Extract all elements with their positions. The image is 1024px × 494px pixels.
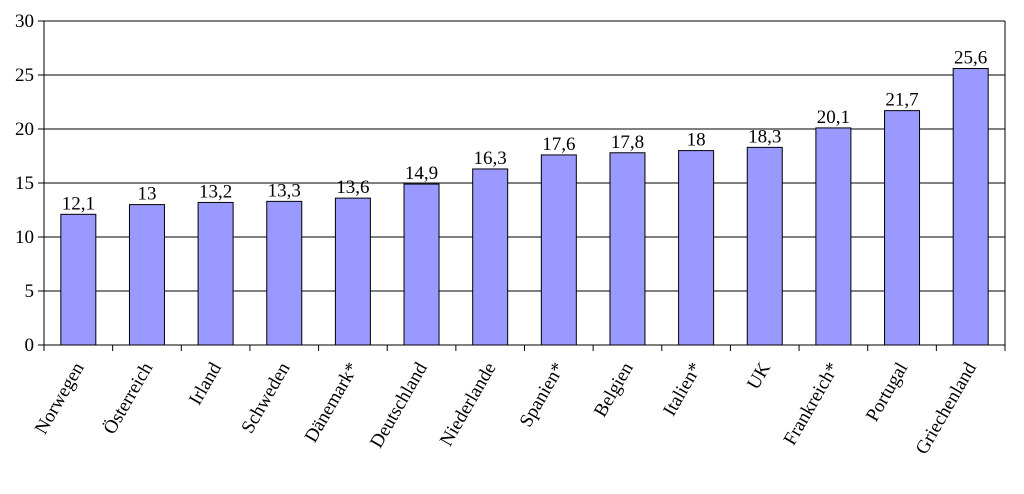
data-label: 13,2 <box>199 181 232 202</box>
data-label: 13,6 <box>336 177 369 198</box>
x-tick-label: Norwegen <box>31 359 89 438</box>
x-tick-label: Spanien* <box>516 359 570 431</box>
bar <box>746 146 783 346</box>
data-label: 14,9 <box>405 163 438 184</box>
x-tick-label: Frankreich* <box>780 359 844 449</box>
x-tick-label: Niederlande <box>436 359 501 450</box>
y-tick-label: 15 <box>15 173 34 194</box>
bar <box>609 152 646 346</box>
bar <box>128 204 165 346</box>
data-labels: 12,1 13 13,2 13,3 13,6 14,9 16,3 17,6 17,8 18 18,3… <box>62 48 988 215</box>
data-label: 18,3 <box>748 126 781 147</box>
x-tick-label: Deutschland <box>366 359 432 452</box>
x-tick-label: Österreich <box>100 359 158 438</box>
x-tick-label: Dänemark* <box>301 359 364 446</box>
data-label: 12,1 <box>62 193 95 214</box>
x-axis: Norwegen Österreich Irland Schweden Dänemark… <box>31 344 1006 459</box>
bar <box>678 150 715 346</box>
data-label: 21,7 <box>885 90 918 111</box>
bar <box>952 68 989 346</box>
bar <box>197 201 234 346</box>
y-tick-label: 25 <box>15 65 34 86</box>
data-label: 16,3 <box>474 148 507 169</box>
bar <box>334 197 371 346</box>
gridlines <box>44 20 1005 292</box>
y-tick-label: 20 <box>15 119 34 140</box>
data-label: 20,1 <box>817 107 850 128</box>
x-tick-label: Portugal <box>862 359 912 425</box>
data-label: 25,6 <box>954 48 987 69</box>
bar <box>266 200 303 346</box>
bar <box>472 168 509 346</box>
bar <box>884 110 921 346</box>
data-label: 13 <box>137 184 156 205</box>
data-label: 17,6 <box>542 134 575 155</box>
y-tick-label: 5 <box>25 281 35 302</box>
data-label: 17,8 <box>611 132 644 153</box>
bars <box>60 68 989 346</box>
x-tick-label: Schweden <box>237 359 294 438</box>
data-label: 13,3 <box>268 180 301 201</box>
x-tick-label: Irland <box>185 359 226 409</box>
y-tick-label: 0 <box>25 335 35 356</box>
bar <box>815 127 852 346</box>
bar <box>403 183 440 346</box>
x-tick-label: Belgien <box>590 359 638 421</box>
x-tick-label: Griechenland <box>912 359 982 459</box>
bar <box>540 154 577 346</box>
y-axis: 0 5 10 15 20 25 30 <box>15 11 1006 356</box>
y-tick-label: 30 <box>15 11 34 32</box>
y-tick-label: 10 <box>15 227 34 248</box>
x-tick-label: Italien* <box>659 359 706 420</box>
data-label: 18 <box>687 130 706 151</box>
bar <box>60 213 97 346</box>
x-tick-label: UK <box>743 359 775 394</box>
